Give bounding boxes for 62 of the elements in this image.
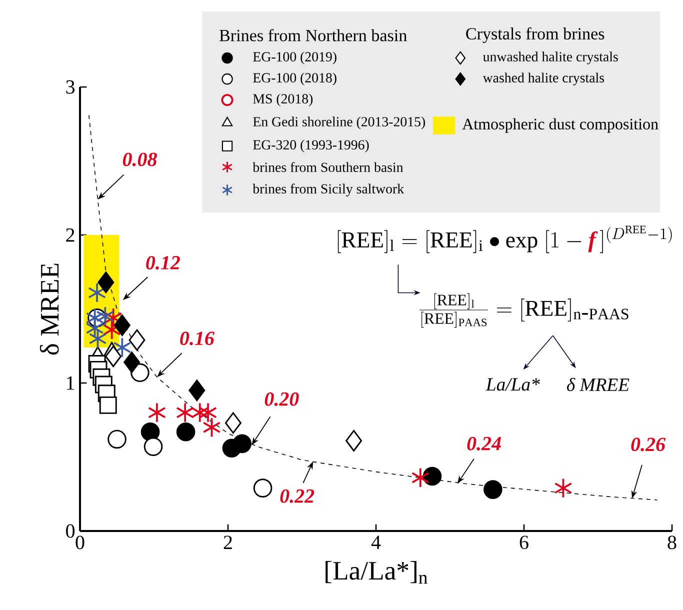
point	[99, 396, 117, 414]
legend-label: EG-100 (2019)	[253, 52, 336, 64]
x-tick-label: 2	[224, 536, 232, 549]
legend-label: EG-100 (2018)	[253, 72, 336, 86]
x-tick-label: 4	[371, 536, 381, 549]
point	[113, 337, 132, 358]
point	[176, 422, 196, 442]
annotation: 0.08	[122, 152, 157, 166]
point	[411, 467, 430, 488]
annotation: 0.16	[180, 332, 214, 346]
point	[96, 306, 114, 327]
point	[484, 480, 502, 499]
point	[199, 402, 218, 423]
point	[108, 430, 126, 449]
legend-label: Atmospheric dust composition	[462, 118, 658, 133]
point	[114, 314, 130, 336]
annotation: 0.26	[631, 438, 666, 452]
legend-label: MS (2018)	[253, 94, 313, 106]
y-axis-title: δ MREE	[40, 264, 59, 355]
x-axis-title: [La/La*]$_{n}$	[326, 561, 428, 584]
point	[105, 346, 122, 368]
point	[232, 434, 252, 454]
point	[346, 430, 362, 452]
y-tick-label: 2	[66, 228, 74, 242]
legend-label: EG-320 (1993-1996)	[253, 140, 369, 152]
y-tick-label: 1	[67, 376, 74, 390]
legend-label: brines from Sicily saltwork	[252, 184, 404, 196]
annotation: δ MREE	[567, 378, 630, 392]
y-tick-label: 3	[66, 80, 75, 94]
annotation: $\frac{[\mathrm{REE}]_{\mathrm{l}}}{[\mathrm{REE}]_{\mathrm{PAAS}}}=[\mathrm{REE}]_{\mathrm{n\mbox{-}PAAS}}$	[420, 293, 628, 328]
point	[253, 478, 272, 498]
x-tick-label: 0	[76, 536, 84, 550]
annotation: 0.12	[146, 256, 180, 270]
point	[554, 478, 572, 498]
legend-label: unwashed halite crystals	[483, 52, 618, 64]
point	[140, 422, 160, 442]
point	[144, 437, 163, 456]
point	[88, 282, 106, 303]
annotation: 0.20	[264, 392, 299, 406]
point	[102, 319, 121, 340]
legend-title: Brines from Northern basin	[220, 29, 407, 42]
text: Crystals from brines	[466, 27, 604, 44]
annotation: 0.22	[280, 489, 314, 503]
annotation: La/La*	[486, 378, 540, 391]
legend-label: washed halite crystals	[482, 72, 604, 86]
legend-label: brines from Southern basin	[252, 162, 404, 172]
annotation: 0.24	[467, 436, 501, 450]
y-tick-label: 0	[66, 524, 75, 538]
point	[188, 380, 206, 402]
legend-label: En Gedi shoreline (2013-2015)	[253, 116, 425, 130]
point	[98, 272, 114, 294]
point	[124, 352, 140, 374]
point	[88, 328, 107, 349]
point	[128, 329, 146, 351]
annotation: $[\mathrm{REE}]_{\mathrm{l}}=[\mathrm{REE}]_{\mathrm{i}}\bullet\mathrm{exp}\ [1-\textcolor[HTML]{E3001B}{\mbox{\bfseries\itshape f}}\,]^{(D^{\mathrm{REE}}-1)}$	[338, 226, 672, 254]
point	[422, 466, 442, 486]
point	[224, 412, 242, 434]
point	[104, 308, 122, 328]
x-tick-label: 8	[668, 536, 676, 550]
point	[176, 402, 194, 423]
point	[148, 402, 166, 423]
x-tick-label: 6	[520, 536, 528, 550]
